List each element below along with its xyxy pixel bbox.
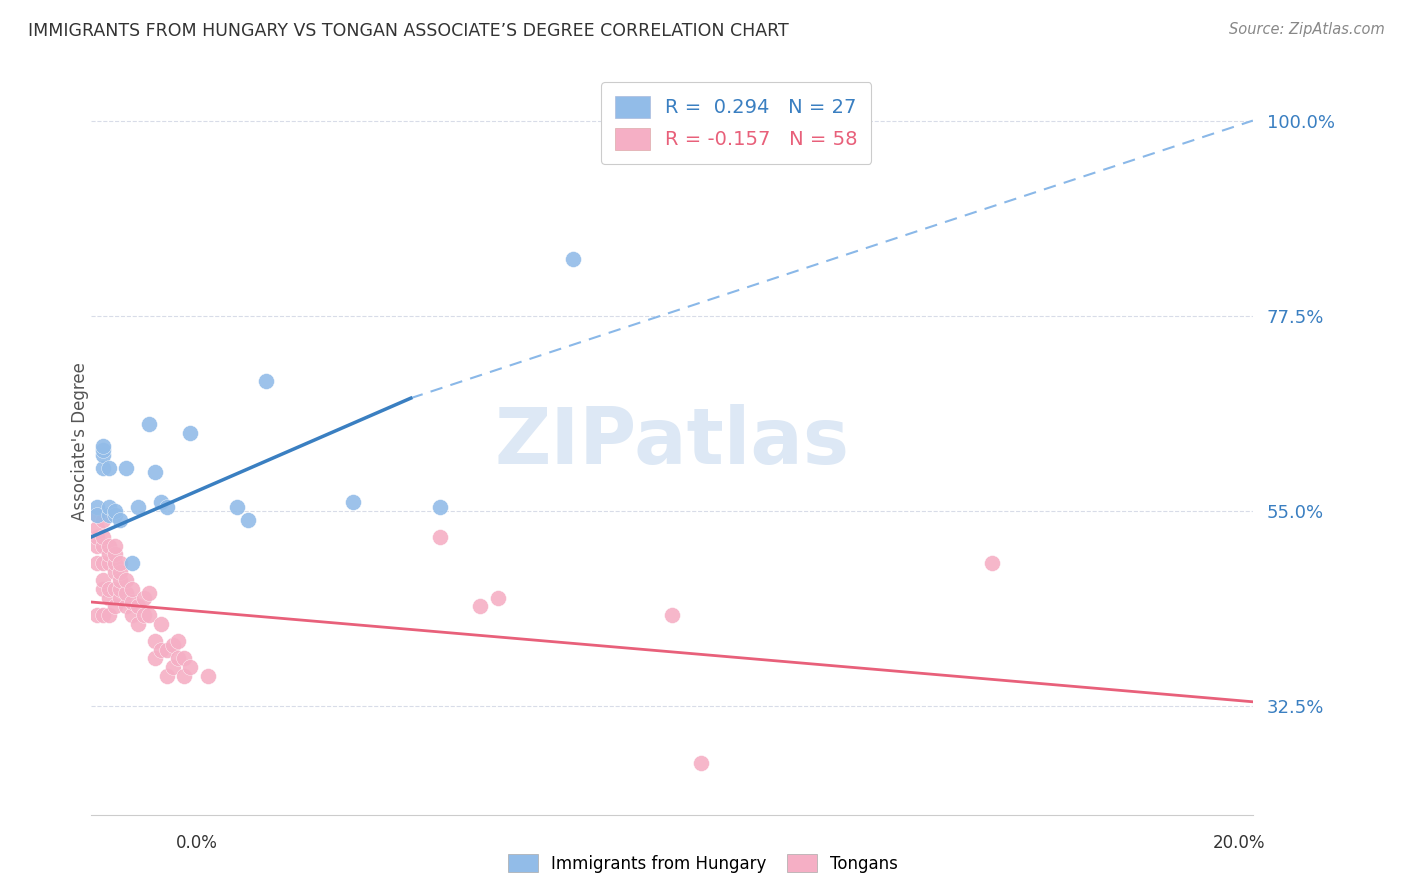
Point (150, 616, 173, 631)
Point (980, 556, 1002, 570)
Point (429, 530, 451, 544)
Point (150, 495, 173, 509)
Point (138, 608, 160, 623)
Point (486, 591, 509, 605)
Point (127, 599, 149, 614)
Point (179, 660, 201, 674)
Point (429, 500, 451, 514)
Point (110, 556, 132, 570)
Point (97, 460, 120, 475)
Point (342, 495, 364, 509)
Point (574, 829, 596, 843)
Point (162, 639, 184, 653)
Point (97, 508, 120, 523)
Point (86, 521, 108, 535)
Point (103, 565, 125, 579)
Point (91, 556, 114, 570)
Point (173, 669, 195, 683)
Point (97, 500, 120, 514)
Point (103, 556, 125, 570)
Text: Source: ZipAtlas.com: Source: ZipAtlas.com (1229, 22, 1385, 37)
Y-axis label: Associate's Degree: Associate's Degree (72, 362, 89, 521)
Point (254, 374, 277, 388)
Point (115, 586, 138, 600)
Point (97, 582, 120, 596)
Point (86, 530, 108, 544)
Point (103, 539, 125, 553)
Point (86, 539, 108, 553)
Point (91, 513, 114, 527)
Point (236, 513, 259, 527)
Point (110, 582, 132, 596)
Point (110, 513, 132, 527)
Point (143, 465, 166, 479)
Point (97, 556, 120, 570)
Point (103, 599, 125, 614)
Point (173, 651, 195, 665)
Point (127, 500, 149, 514)
Point (167, 634, 190, 648)
Point (115, 460, 138, 475)
Point (91, 439, 114, 453)
Text: 0.0%: 0.0% (176, 834, 218, 852)
Point (97, 539, 120, 553)
Point (86, 556, 108, 570)
Point (225, 500, 247, 514)
Point (103, 547, 125, 561)
Point (86, 508, 108, 523)
Point (167, 651, 190, 665)
Point (156, 669, 179, 683)
Point (121, 595, 143, 609)
Point (91, 582, 114, 596)
Point (115, 574, 138, 588)
Point (562, 252, 585, 267)
Point (150, 642, 173, 657)
Point (91, 443, 114, 458)
Point (91, 448, 114, 462)
Point (97, 608, 120, 623)
Point (97, 547, 120, 561)
Legend: R =  0.294   N = 27, R = -0.157   N = 58: R = 0.294 N = 27, R = -0.157 N = 58 (602, 82, 872, 164)
Text: ZIPatlas: ZIPatlas (495, 403, 849, 480)
Point (110, 574, 132, 588)
Point (121, 582, 143, 596)
Point (162, 660, 184, 674)
Point (156, 642, 179, 657)
Point (103, 504, 125, 518)
Point (91, 460, 114, 475)
Point (97, 591, 120, 605)
Point (103, 582, 125, 596)
Point (86, 508, 108, 523)
Point (179, 425, 201, 440)
Point (156, 500, 179, 514)
Legend: Immigrants from Hungary, Tongans: Immigrants from Hungary, Tongans (502, 847, 904, 880)
Point (86, 500, 108, 514)
Text: IMMIGRANTS FROM HUNGARY VS TONGAN ASSOCIATE’S DEGREE CORRELATION CHART: IMMIGRANTS FROM HUNGARY VS TONGAN ASSOCI… (28, 22, 789, 40)
Point (110, 591, 132, 605)
Point (91, 539, 114, 553)
Point (132, 608, 155, 623)
Text: 20.0%: 20.0% (1213, 834, 1265, 852)
Point (143, 651, 166, 665)
Point (91, 608, 114, 623)
Point (138, 417, 160, 432)
Point (121, 556, 143, 570)
Point (143, 634, 166, 648)
Point (115, 599, 138, 614)
Point (127, 616, 149, 631)
Point (110, 565, 132, 579)
Point (138, 586, 160, 600)
Point (121, 608, 143, 623)
Point (132, 591, 155, 605)
Point (91, 574, 114, 588)
Point (470, 599, 492, 614)
Point (103, 508, 125, 523)
Point (197, 669, 219, 683)
Point (690, 756, 713, 770)
Point (91, 530, 114, 544)
Point (86, 608, 108, 623)
Point (661, 608, 683, 623)
